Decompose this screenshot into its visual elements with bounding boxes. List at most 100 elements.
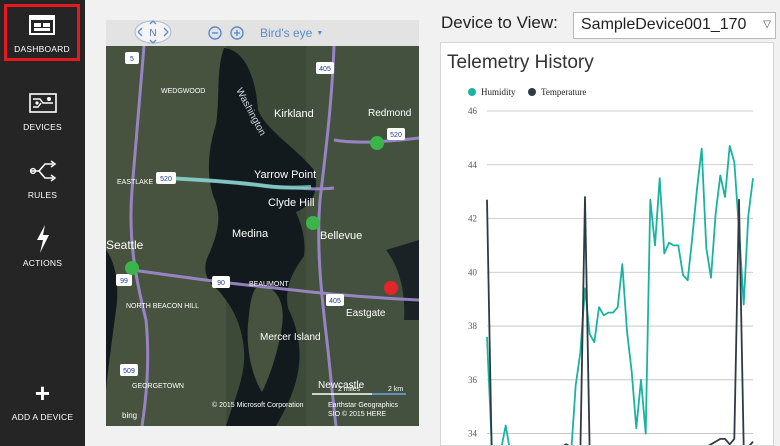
place-label: Bellevue — [320, 230, 362, 242]
device-picker-label: Device to View: — [441, 13, 558, 32]
sidebar: DASHBOARD DEVICES RULES ACTIONS — [0, 0, 85, 446]
highway-shield — [120, 364, 138, 376]
device-select-value: SampleDevice001_170 — [581, 16, 747, 33]
sidebar-item-label: DASHBOARD — [14, 44, 70, 54]
y-tick-label: 46 — [468, 106, 478, 116]
y-tick-label: 40 — [468, 267, 478, 277]
highway-shield-label: 405 — [329, 298, 341, 305]
map-terrain-west — [106, 20, 226, 426]
highway-i405 — [317, 45, 338, 426]
map-scale-label: 2 miles — [338, 386, 361, 393]
highway-shield — [326, 294, 344, 306]
sidebar-item-devices[interactable]: DEVICES — [0, 76, 85, 138]
map-scale-label: 2 km — [388, 386, 403, 393]
highway-shield-label: 520 — [390, 132, 402, 139]
sidebar-item-rules[interactable]: RULES — [0, 144, 85, 206]
map-terrain-east — [306, 20, 419, 426]
bing-logo: bing — [122, 411, 137, 420]
map-canvas[interactable]: 5 405 520 520 99 90 405 509 WEDGWOOD Kir… — [106, 20, 419, 426]
device-map[interactable]: 5 405 520 520 99 90 405 509 WEDGWOOD Kir… — [106, 20, 419, 426]
place-label: Newcastle — [318, 380, 365, 391]
place-label: Medina — [232, 228, 269, 240]
highway-i90 — [131, 268, 419, 302]
legend-label-humidity: Humidity — [481, 87, 516, 97]
sr520-bridge — [165, 176, 312, 190]
place-label: Clyde Hill — [268, 197, 314, 209]
y-tick-label: 42 — [468, 214, 477, 224]
highway-shield-label: 90 — [217, 280, 225, 287]
highway-i5 — [129, 45, 150, 426]
chevron-down-icon: ▼ — [316, 29, 324, 37]
device-marker-ok[interactable] — [125, 261, 139, 275]
series-line-humidity — [486, 145, 754, 445]
place-label: NORTH BEACON HILL — [126, 303, 199, 310]
chevron-down-icon: ▽ — [759, 19, 771, 30]
sidebar-item-label: DEVICES — [23, 122, 62, 132]
legend-label-temperature: Temperature — [541, 87, 586, 97]
map-attribution-extra: Earthstar Geographics — [328, 402, 399, 409]
legend-swatch-temperature — [528, 88, 536, 96]
sidebar-item-label: ADD A DEVICE — [11, 412, 74, 422]
place-label: WEDGWOOD — [161, 88, 205, 95]
place-label: Mercer Island — [260, 332, 321, 343]
place-label: EASTLAKE — [117, 179, 154, 186]
zoom-out-button[interactable] — [208, 20, 222, 46]
map-view-label: Bird's eye — [260, 26, 313, 40]
place-label: GEORGETOWN — [132, 383, 184, 390]
highway-shield-label: 509 — [123, 368, 135, 375]
y-tick-label: 44 — [468, 160, 478, 170]
place-label: Seattle — [106, 238, 144, 252]
chart-legend: Humidity Temperature — [468, 87, 586, 97]
dashboard-icon — [27, 12, 57, 38]
highway-shield-label: 520 — [160, 176, 172, 183]
device-marker-ok[interactable] — [306, 216, 320, 230]
highway-shield — [125, 52, 139, 64]
place-label: Yarrow Point — [254, 169, 316, 181]
highway-shield — [116, 274, 132, 286]
zoom-out-icon — [208, 26, 222, 40]
device-select[interactable]: SampleDevice001_170 ▽ — [573, 12, 776, 39]
highway-shield — [316, 62, 334, 74]
highway-shield — [156, 172, 176, 184]
plus-icon: + — [34, 378, 51, 408]
highway-shield-label: 99 — [120, 278, 128, 285]
chart-title: Telemetry History — [447, 52, 594, 73]
device-marker-alert[interactable] — [384, 281, 398, 295]
devices-icon — [28, 90, 58, 116]
y-tick-label: 36 — [468, 375, 478, 385]
y-tick-label: 38 — [468, 321, 478, 331]
mercer-island — [247, 286, 283, 392]
highway-shield — [387, 128, 405, 140]
telemetry-chart: 46 44 42 40 38 36 34 Humidity Temperature — [468, 87, 754, 445]
add-device-button[interactable]: + ADD A DEVICE — [0, 372, 85, 428]
place-label: Kirkland — [274, 108, 314, 120]
map-toolbar: N Bird's eye ▼ — [106, 20, 419, 46]
place-label: Eastgate — [346, 308, 386, 319]
highway-shield-label: 5 — [130, 56, 134, 63]
sidebar-item-actions[interactable]: ACTIONS — [0, 212, 85, 274]
sidebar-item-label: RULES — [27, 190, 58, 200]
place-label: Redmond — [368, 108, 411, 119]
legend-swatch-humidity — [468, 88, 476, 96]
highway-shield — [212, 276, 230, 288]
rules-icon — [28, 158, 58, 184]
highway-shield-label: 405 — [319, 66, 331, 73]
y-tick-label: 34 — [468, 429, 478, 439]
place-label: BEAUMONT — [249, 281, 289, 288]
zoom-in-button[interactable] — [230, 20, 244, 46]
actions-icon — [28, 225, 58, 253]
sidebar-item-dashboard[interactable]: DASHBOARD — [4, 4, 80, 61]
lake-washington — [205, 48, 316, 426]
sidebar-item-label: ACTIONS — [22, 258, 63, 268]
map-attribution-extra: SIO © 2015 HERE — [328, 410, 386, 418]
map-attribution: © 2015 Microsoft Corporation — [212, 401, 304, 409]
series-line-temperature — [486, 196, 754, 445]
telemetry-chart-panel: 46 44 42 40 38 36 34 Humidity Temperature Tele… — [440, 42, 774, 446]
puget-sound — [106, 250, 118, 390]
compass-control[interactable]: N — [132, 20, 174, 46]
compass-icon: N — [134, 20, 172, 44]
compass-label: N — [149, 28, 156, 39]
zoom-in-icon — [230, 26, 244, 40]
device-marker-ok[interactable] — [370, 136, 384, 150]
map-view-dropdown[interactable]: Bird's eye ▼ — [260, 20, 323, 46]
